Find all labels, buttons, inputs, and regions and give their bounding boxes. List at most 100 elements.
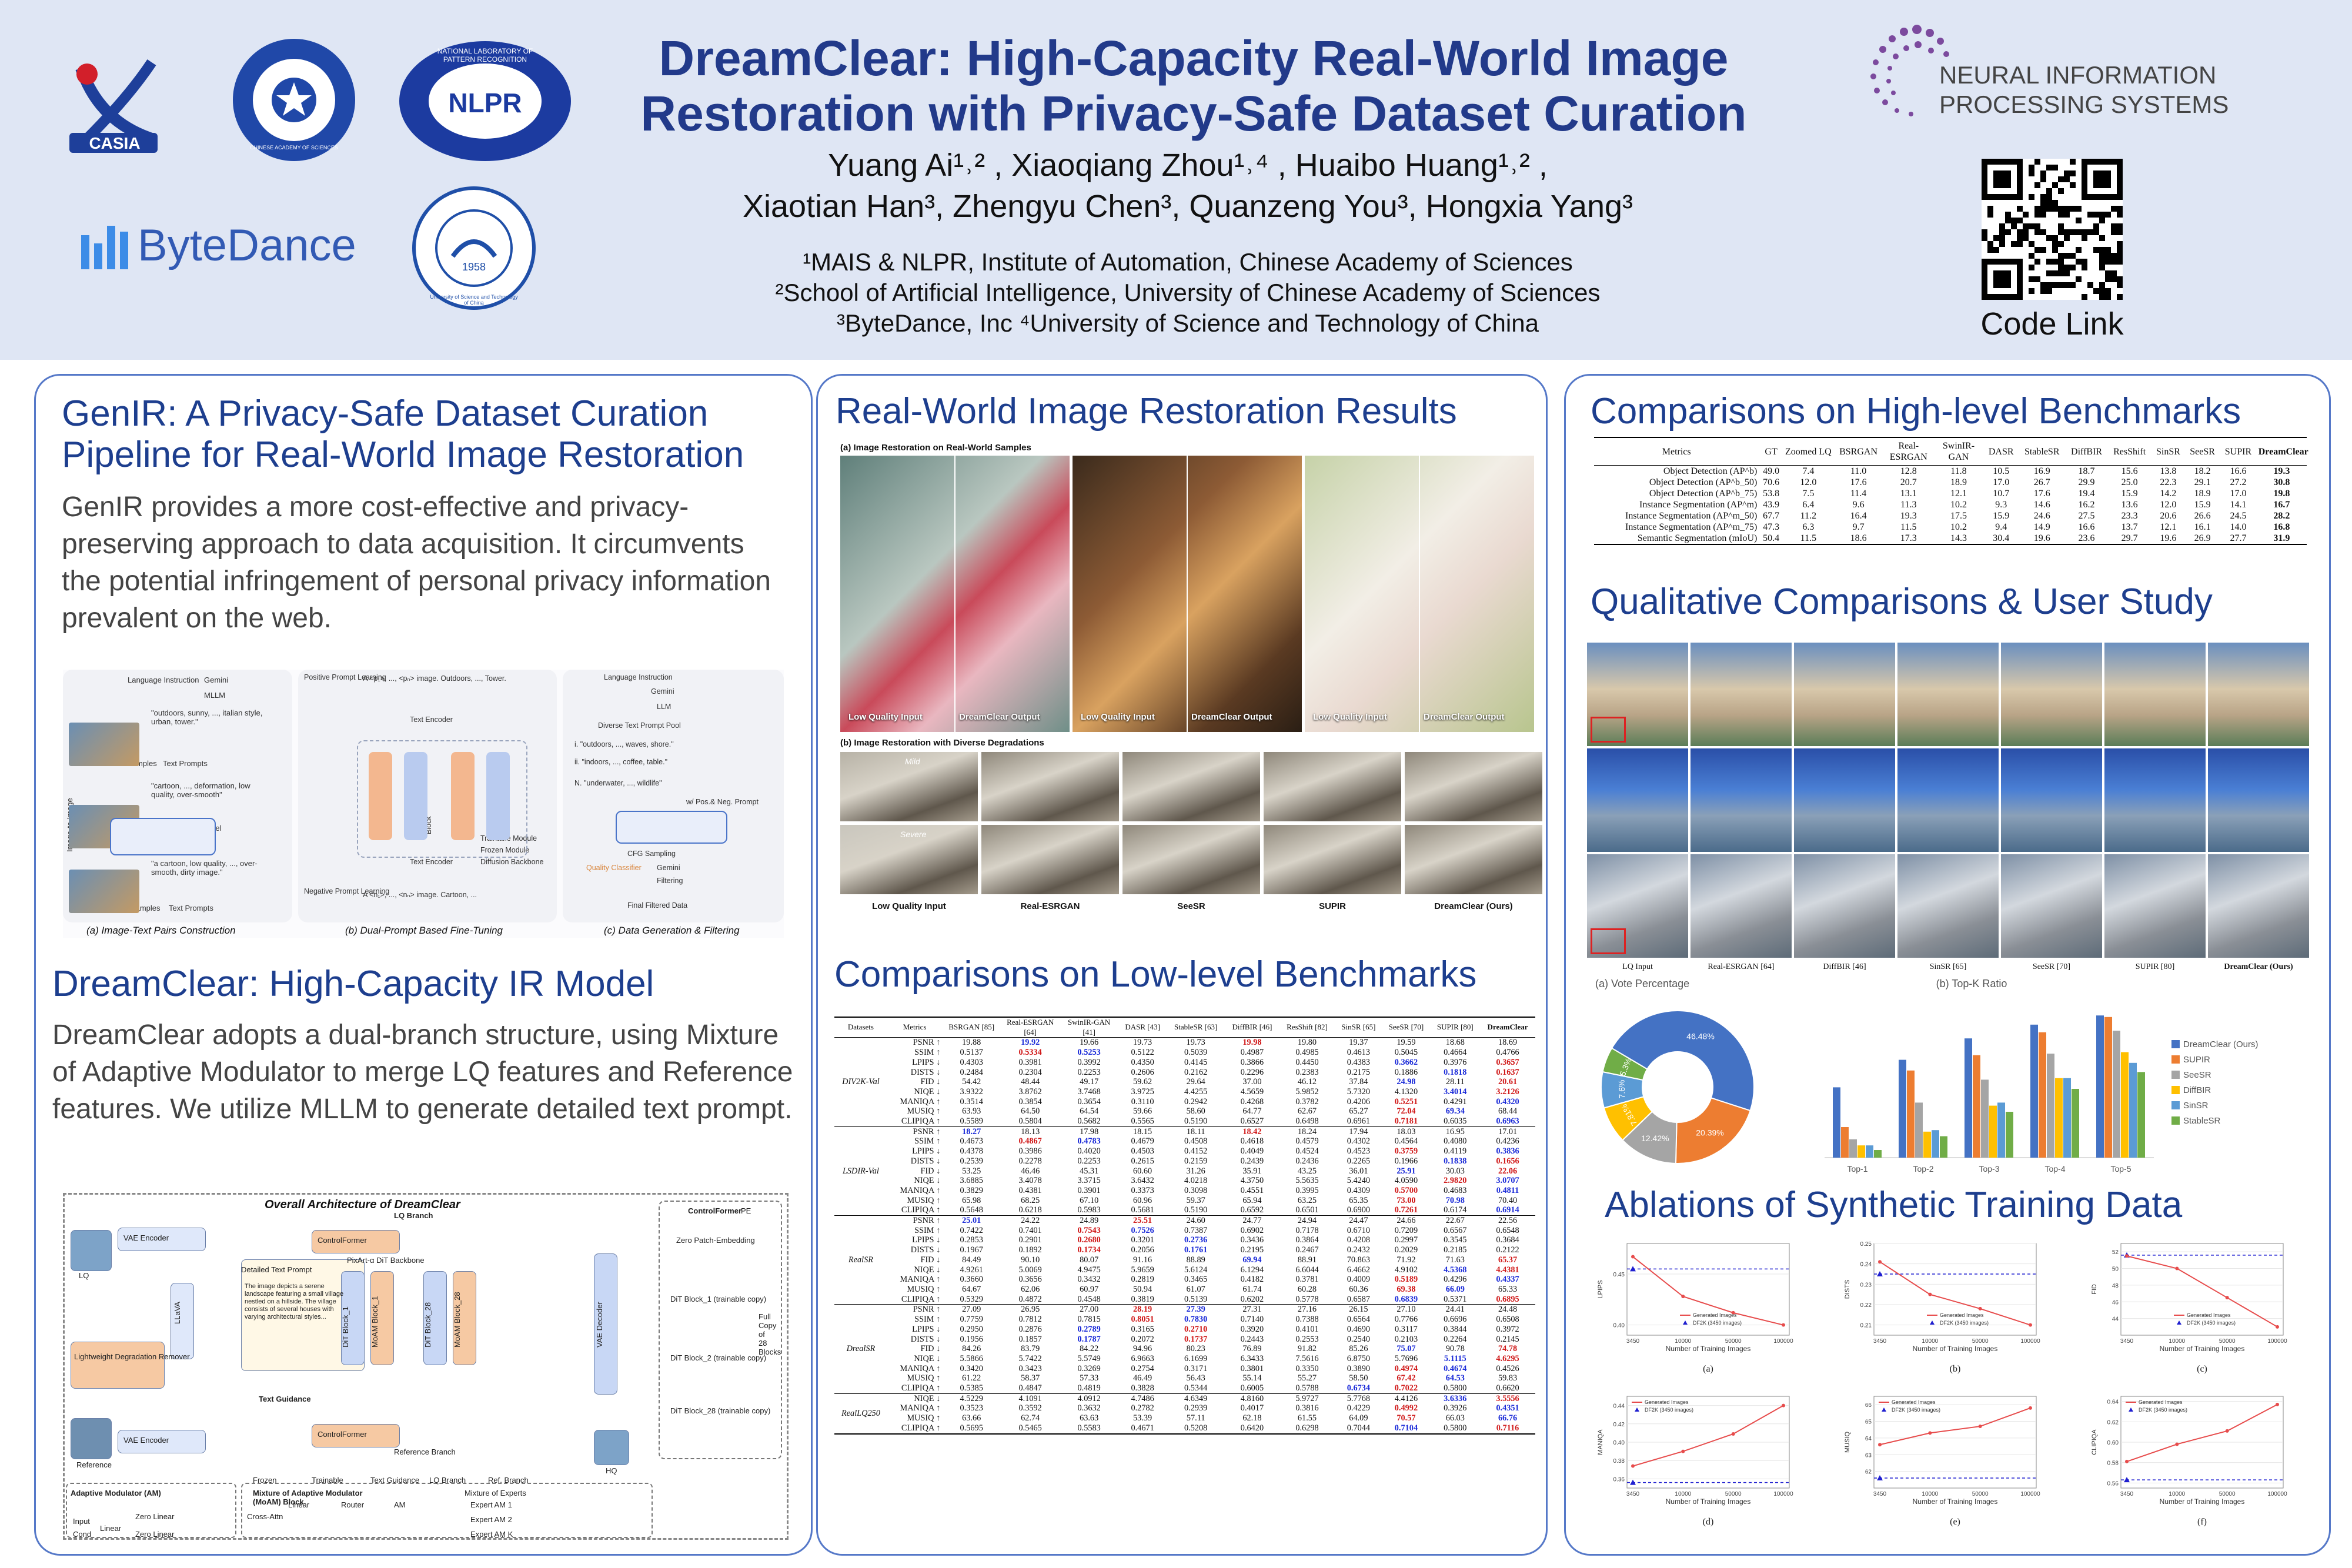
- qr-module: [2052, 182, 2058, 188]
- table-row: MANIQA ↑ 0.3523 0.3592 0.3632 0.2782 0.2939 0.…: [834, 1403, 1535, 1413]
- value-cell: 62.18: [1242, 1413, 1262, 1423]
- table-row: Instance Segmentation (AP^m) 43.9 6.4 9.6 11…: [1594, 499, 2307, 510]
- x-axis-label: Number of Training Images: [1913, 1345, 1998, 1353]
- generated-images-point: [1978, 1425, 1982, 1429]
- severe-tag: Severe: [900, 830, 927, 839]
- value-cell: 0.4987: [1240, 1048, 1264, 1058]
- value-cell: 2.9820: [1444, 1176, 1467, 1186]
- fig1b-label: Positive Prompt Learning: [304, 673, 386, 681]
- metric-cell: FID ↓: [920, 1255, 941, 1265]
- ablation-caption: (a): [1703, 1364, 1713, 1374]
- qr-module: [2070, 206, 2076, 212]
- value-cell: 0.6587: [1347, 1294, 1371, 1304]
- value-cell: 6.3433: [1240, 1353, 1264, 1363]
- value-cell: 54.42: [962, 1077, 981, 1087]
- qr-module: [2058, 282, 2064, 288]
- value-cell: 11.3: [1900, 500, 1917, 510]
- value-cell: 4.7486: [1118, 1393, 1167, 1404]
- value-cell: 14.2: [2160, 489, 2177, 499]
- value-cell: 0.2484: [960, 1067, 983, 1077]
- value-cell: 24.48: [1480, 1304, 1535, 1315]
- table-row: Object Detection (AP^b_75) 53.8 7.5 11.4 13.…: [1594, 488, 2307, 499]
- value-cell: 0.5681: [1131, 1205, 1154, 1215]
- degradation-image: [1405, 825, 1542, 894]
- value-cell: 69.34: [1445, 1106, 1465, 1116]
- value-cell: 0.7209: [1394, 1225, 1418, 1235]
- fig2-label: The image depicts a serene landscape fea…: [245, 1283, 344, 1320]
- value-cell: 16.1: [2194, 522, 2211, 532]
- table-header-cell: SeeSR [70]: [1382, 1017, 1431, 1038]
- value-cell: 0.3920: [1240, 1324, 1264, 1334]
- value-cell: 0.5139: [1184, 1294, 1208, 1304]
- value-cell: 5.9727: [1279, 1393, 1335, 1404]
- qr-module: [2117, 247, 2123, 253]
- metric-cell: CLIPIQA ↑: [901, 1205, 941, 1215]
- value-cell: 22.3: [2160, 477, 2177, 487]
- value-cell: 3.9725: [1131, 1086, 1154, 1096]
- degradation-image: [840, 825, 978, 894]
- value-cell: 0.5045: [1394, 1048, 1418, 1058]
- metric-cell: NIQE ↓: [914, 1176, 941, 1186]
- qr-module: [2099, 218, 2105, 223]
- value-cell: 0.5137: [960, 1048, 983, 1058]
- value-cell: 4.0912: [1060, 1393, 1119, 1404]
- split-divider: [954, 456, 956, 732]
- value-cell: 0.5039: [1184, 1048, 1208, 1058]
- value-cell: 19.88: [962, 1038, 981, 1048]
- qr-code[interactable]: [1982, 159, 2123, 300]
- qualitative-image: [1690, 643, 1792, 746]
- fig1b-label: Negative Prompt Learning: [304, 887, 390, 895]
- value-cell: 4.4255: [1184, 1086, 1208, 1096]
- table-row: Instance Segmentation (AP^m_50) 67.7 11.2 1…: [1594, 510, 2307, 521]
- value-cell: 18.42: [1225, 1126, 1279, 1137]
- qr-module: [2005, 212, 2011, 218]
- legend-swatch: [2171, 1116, 2180, 1125]
- value-cell: 0.3890: [1347, 1363, 1371, 1373]
- value-cell: 0.5695: [960, 1423, 983, 1433]
- value-cell: 0.4303: [960, 1057, 983, 1067]
- value-cell: 4.4126: [1382, 1393, 1431, 1404]
- fig2-label: ControlFormer: [688, 1206, 741, 1215]
- ablation-caption: (f): [2197, 1517, 2207, 1527]
- pie-slice-label: 7.6%: [1616, 1079, 1626, 1099]
- table-row: LPIPS ↓ 0.2950 0.2876 0.2789 0.3165 0.2710 0.3…: [834, 1325, 1535, 1335]
- value-cell: 11.5: [1900, 522, 1917, 532]
- qr-module: [2082, 294, 2087, 300]
- value-cell: 0.6501: [1295, 1205, 1319, 1215]
- table-header-cell: SwinIR-GAN [41]: [1060, 1017, 1119, 1038]
- value-cell: 70.57: [1396, 1413, 1416, 1423]
- value-cell: 0.3523: [960, 1403, 983, 1413]
- value-cell: 0.6696: [1444, 1315, 1467, 1325]
- generated-images-point: [1631, 1464, 1635, 1468]
- value-cell: 0.2782: [1131, 1403, 1154, 1413]
- value-cell: 0.2853: [960, 1235, 983, 1245]
- value-cell: 17.0: [2230, 489, 2247, 499]
- value-cell: 0.7526: [1131, 1225, 1154, 1235]
- value-cell: 0.5589: [960, 1116, 983, 1126]
- qr-module: [2040, 282, 2046, 288]
- qr-module: [2099, 294, 2105, 300]
- value-cell: 0.4551: [1240, 1185, 1264, 1195]
- generated-images-point: [1878, 1443, 1882, 1447]
- fig1-panel-a: Language Instruction Gemini MLLM "outdoors,…: [63, 670, 292, 922]
- value-cell: 0.2553: [1295, 1334, 1319, 1344]
- value-cell: 14.1: [2230, 500, 2247, 510]
- qr-module: [2034, 182, 2040, 188]
- value-cell: 0.4508: [1184, 1136, 1208, 1146]
- metric-cell: PSNR ↑: [913, 1038, 941, 1048]
- pie-slice-label: 46.48%: [1686, 1031, 1714, 1041]
- metric-cell: SSIM ↑: [914, 1225, 941, 1235]
- value-cell: 22.06: [1498, 1166, 1518, 1176]
- bar-diffbir: [2121, 1052, 2129, 1158]
- generated-images-line: [1879, 1407, 2031, 1446]
- degradation-column-label: Real-ESRGAN: [1020, 901, 1080, 911]
- y-tick-label: 50: [2112, 1266, 2119, 1273]
- value-cell: 24.6: [2033, 511, 2050, 521]
- value-cell: 30.03: [1445, 1166, 1465, 1176]
- value-cell: 48.44: [1021, 1077, 1040, 1087]
- generated-images-point: [2175, 1266, 2179, 1271]
- value-cell: 0.7022: [1394, 1383, 1418, 1393]
- value-cell: 0.4526: [1496, 1363, 1519, 1373]
- qr-module: [2117, 253, 2123, 259]
